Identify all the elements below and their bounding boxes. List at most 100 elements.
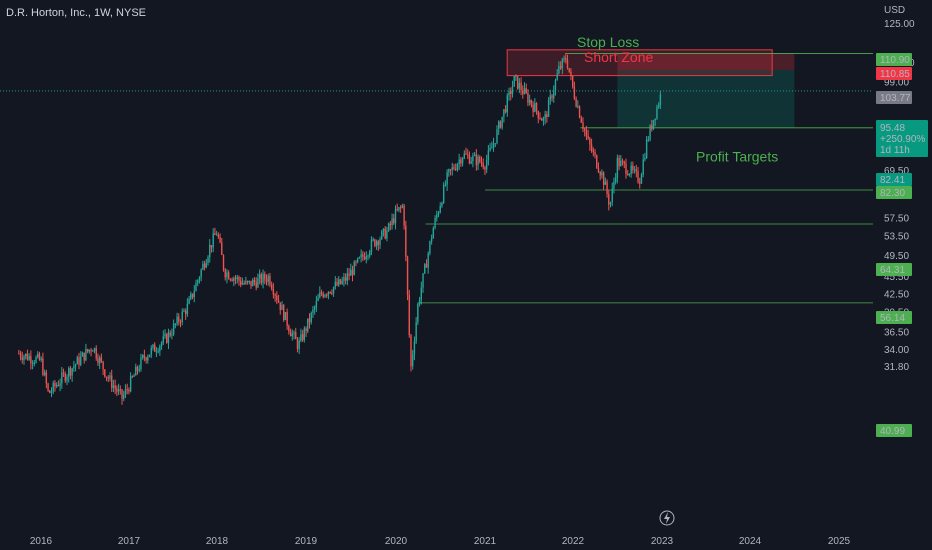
candle-body [186, 303, 189, 315]
candle-body [451, 167, 453, 170]
y-tick-label: 31.80 [884, 362, 909, 373]
candle-body [439, 206, 441, 213]
candle-body [504, 109, 507, 113]
candle-body [463, 153, 466, 158]
candle-body [513, 76, 515, 87]
candle-body [38, 353, 41, 360]
candle-body [406, 256, 409, 295]
candle-body [437, 212, 440, 215]
candle-body [281, 305, 283, 311]
candle-body [205, 262, 208, 268]
short-zone-label: Short Zone [584, 49, 653, 65]
candle-body [303, 328, 306, 341]
candle-body [635, 169, 638, 172]
candle-body [434, 218, 436, 228]
candle-body [227, 272, 230, 280]
candle-body [491, 147, 493, 149]
candle-body [245, 281, 247, 284]
candle-body [181, 311, 183, 322]
candle-body [618, 157, 620, 167]
candle-body [162, 336, 165, 343]
candle-body [274, 294, 276, 296]
stop-loss-label: Stop Loss [577, 34, 639, 50]
candle-body [172, 323, 175, 335]
candle-body [547, 99, 550, 117]
candle-body [453, 167, 455, 169]
candle-body [236, 277, 238, 279]
candle-body [114, 385, 116, 389]
candle-body [399, 207, 402, 209]
candle-body [322, 293, 324, 297]
candle-body [527, 92, 529, 103]
candle-body [97, 358, 99, 364]
price-badge-stop-red-text: 110.85 [880, 69, 910, 80]
price-badge-target-4-text: 40.99 [880, 426, 905, 437]
candle-body [66, 376, 68, 381]
candle-body [484, 167, 486, 170]
candle-body [510, 91, 512, 95]
candle-body [613, 182, 615, 189]
candle-body [262, 273, 264, 283]
candle-body [470, 161, 472, 164]
candle-body [291, 333, 294, 337]
candle-body [558, 66, 560, 74]
candle-body [616, 157, 619, 178]
candle-body [92, 350, 94, 352]
candle-body [427, 253, 429, 268]
candle-body [57, 385, 60, 387]
candle-body [417, 304, 419, 323]
candle-body [596, 155, 598, 168]
price-badge-target-zone [876, 173, 912, 186]
candle-body [608, 194, 610, 205]
candle-body [651, 125, 653, 129]
candle-body [467, 154, 469, 156]
candle-body [602, 172, 605, 185]
candle-body [308, 318, 311, 323]
candle-body [609, 202, 612, 205]
candle-body [85, 349, 87, 361]
candle-body [331, 292, 333, 294]
candle-body [49, 390, 51, 393]
last-price-badge [876, 120, 928, 157]
candle-body [74, 364, 77, 367]
y-tick-label: 99.00 [884, 77, 909, 88]
candle-body [506, 95, 509, 113]
candle-body [98, 357, 101, 364]
candle-body [351, 269, 354, 276]
candle-body [589, 138, 591, 145]
candle-body [81, 352, 84, 357]
candle-body [195, 283, 197, 292]
candle-body [310, 312, 312, 323]
candle-body [369, 251, 371, 256]
candle-body [317, 297, 319, 301]
candle-body [654, 118, 656, 120]
candle-body [561, 59, 564, 69]
y-tick-label: 125.00 [884, 19, 915, 30]
candle-body [370, 239, 373, 252]
candle-body [424, 264, 426, 274]
candle-body [377, 241, 380, 245]
candle-body [147, 356, 149, 361]
candle-body [391, 218, 393, 226]
candle-body [35, 357, 37, 363]
candle-body [88, 349, 91, 352]
candle-body [379, 239, 381, 245]
y-tick-label: 49.50 [884, 251, 909, 262]
candle-body [597, 167, 600, 173]
candle-body [90, 349, 92, 352]
candle-body [257, 278, 259, 288]
candle-body [367, 255, 369, 257]
candle-body [604, 181, 607, 185]
candle-body [283, 305, 285, 321]
candle-body [171, 334, 173, 336]
candle-body [389, 223, 392, 226]
candle-body [215, 234, 218, 236]
x-tick-label: 2025 [828, 536, 851, 547]
candle-body [599, 172, 601, 176]
candle-body [26, 353, 29, 360]
candle-body [226, 272, 228, 278]
candle-body [136, 366, 139, 371]
price-badge-target-2 [876, 263, 912, 276]
candle-body [590, 144, 593, 151]
